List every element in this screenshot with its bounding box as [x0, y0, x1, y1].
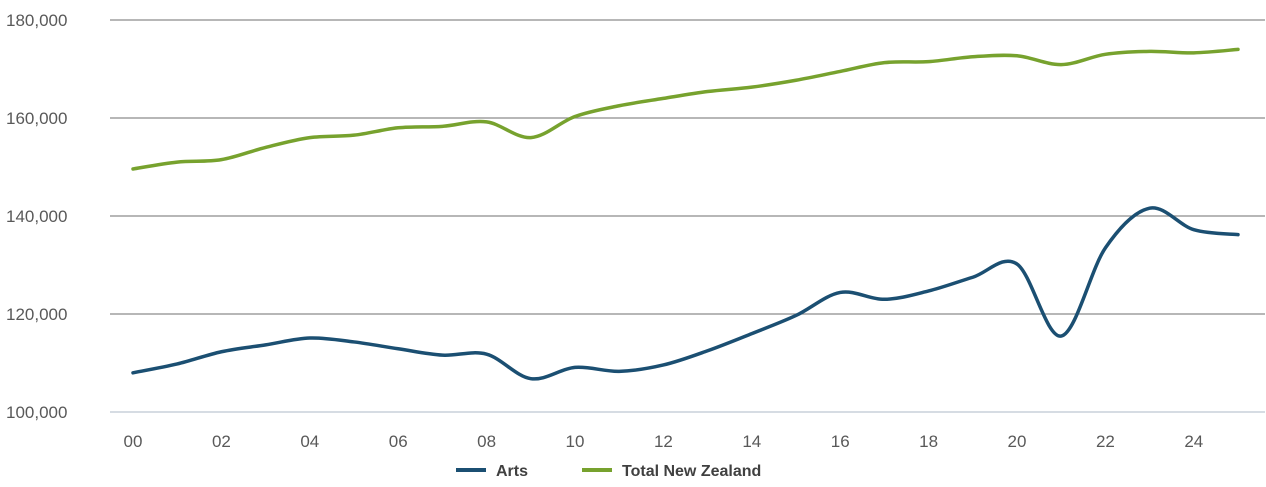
- legend: Arts Total New Zealand: [456, 463, 761, 480]
- series-line-total-new-zealand: [131, 47, 1240, 171]
- x-tick-label: 16: [831, 432, 850, 451]
- grid-layer: [110, 19, 1265, 413]
- y-axis-ticks: 100,000 120,000 140,000 160,000 180,000: [6, 11, 67, 422]
- x-tick-label: 12: [654, 432, 673, 451]
- x-tick-label: 02: [212, 432, 231, 451]
- x-tick-label: 22: [1096, 432, 1115, 451]
- series-line-arts: [131, 206, 1240, 381]
- x-axis-ticks: 00 02 04 06 08 10 12 14 16 18 20 22 24: [124, 432, 1204, 451]
- y-tick-label: 120,000: [6, 305, 67, 324]
- x-tick-label: 20: [1008, 432, 1027, 451]
- y-tick-label: 180,000: [6, 11, 67, 30]
- x-tick-label: 14: [742, 432, 761, 451]
- x-tick-label: 24: [1184, 432, 1203, 451]
- x-tick-label: 08: [477, 432, 496, 451]
- x-tick-label: 04: [300, 432, 319, 451]
- y-tick-label: 100,000: [6, 403, 67, 422]
- legend-label: Arts: [496, 463, 528, 480]
- x-tick-label: 10: [566, 432, 585, 451]
- legend-label: Total New Zealand: [622, 463, 761, 480]
- y-tick-label: 160,000: [6, 109, 67, 128]
- x-tick-label: 00: [124, 432, 143, 451]
- series-layer: [131, 47, 1240, 381]
- y-tick-label: 140,000: [6, 207, 67, 226]
- x-tick-label: 06: [389, 432, 408, 451]
- x-tick-label: 18: [919, 432, 938, 451]
